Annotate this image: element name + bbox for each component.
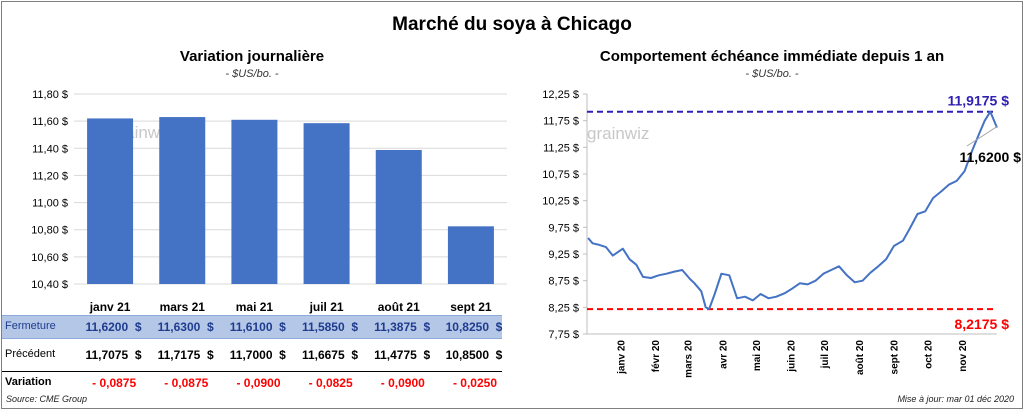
fermeture-row: Fermeture 11,6200 $11,6300 $11,6100 $11,5850… (2, 315, 502, 339)
line-ytick-label: 11,75 $ (543, 116, 579, 128)
table-cell: 11,3875 (374, 320, 417, 334)
bar-xtick-label: mars 21 (160, 300, 206, 314)
line-xtick-label: févr 20 (651, 340, 662, 373)
table-cell: - 0,0900 (236, 376, 281, 390)
line-xtick-label: janv 20 (616, 340, 627, 375)
currency-symbol: $ (495, 348, 503, 362)
row-label: Précédent (5, 348, 56, 360)
line-xtick-label: mars 20 (684, 340, 695, 378)
line-ytick-label: 9,75 $ (548, 222, 579, 234)
bar-ytick-label: 10,80 $ (31, 225, 68, 237)
line-ytick-label: 7,75 $ (548, 329, 579, 341)
table-cell: 11,5850 (301, 320, 345, 334)
bar (159, 117, 206, 284)
currency-symbol: $ (351, 320, 358, 334)
table-cell: - 0,0250 (452, 376, 497, 390)
high-label: 11,9175 $ (947, 93, 1009, 109)
bar (447, 226, 494, 284)
line-ytick-label: 11,25 $ (543, 142, 579, 154)
bar-ytick-label: 10,40 $ (31, 279, 68, 291)
table-cell: 11,4775 (374, 348, 417, 362)
table-cell: 11,6675 (301, 348, 345, 362)
bar-xtick-label: août 21 (378, 300, 420, 314)
table-cell: 11,7000 (229, 348, 273, 362)
bar-ytick-label: 10,60 $ (31, 252, 68, 264)
line-ytick-label: 8,25 $ (548, 302, 579, 314)
table-cell: 11,7175 (157, 348, 201, 362)
line-xtick-label: mai 20 (752, 340, 763, 372)
row-label: Variation (5, 376, 52, 388)
currency-symbol: $ (279, 320, 286, 334)
right-chart-title: Comportement échéance immédiate depuis 1… (599, 48, 945, 65)
bar-xtick-label: janv 21 (89, 300, 131, 314)
precedent-row: Précédent 11,7075 $11,7175 $11,7000 $11,6675… (2, 344, 502, 366)
line-xtick-label: sept 20 (890, 340, 901, 375)
bar-ytick-label: 11,00 $ (32, 198, 68, 210)
bar-xtick-label: juil 21 (309, 300, 344, 314)
table-cell: 10,8500 (445, 348, 489, 362)
line-ytick-label: 12,25 $ (542, 89, 579, 101)
table-cell: 11,6200 (85, 320, 129, 334)
table-cell: - 0,0825 (308, 376, 353, 390)
table-cell: 10,8250 (445, 320, 489, 334)
line-xtick-label: juin 20 (787, 340, 798, 373)
table-cell: - 0,0900 (380, 376, 425, 390)
line-xtick-label: oct 20 (923, 340, 934, 369)
line-xtick-label: avr 20 (718, 340, 729, 369)
currency-symbol: $ (206, 320, 214, 334)
bar-ytick-label: 11,40 $ (32, 143, 68, 155)
left-chart-subtitle: - $US/bo. - (225, 68, 279, 80)
variation-row: Variation - 0,0875 - 0,0875 - 0,0900 - 0,082… (2, 371, 502, 394)
currency-symbol: $ (423, 320, 431, 334)
line-watermark: grainwiz (587, 124, 649, 143)
table-cell: 11,6300 (157, 320, 201, 334)
bar-ytick-label: 11,80 $ (32, 89, 68, 101)
line-ytick-label: 8,75 $ (548, 276, 579, 288)
bar-ytick-label: 11,60 $ (32, 116, 68, 128)
currency-symbol: $ (206, 348, 214, 362)
currency-symbol: $ (351, 348, 358, 362)
bar-ytick-label: 11,20 $ (32, 170, 68, 182)
currency-symbol: $ (134, 348, 142, 362)
line-xtick-label: nov 20 (958, 340, 969, 372)
line-ytick-label: 10,75 $ (542, 169, 579, 181)
table-cell: 11,6100 (229, 320, 273, 334)
last-label-leader (966, 126, 998, 147)
last-label: 11,6200 $ (959, 149, 1021, 165)
currency-symbol: $ (423, 348, 431, 362)
left-chart-title: Variation journalière (179, 48, 325, 65)
line-ytick-label: 10,25 $ (542, 196, 579, 208)
bar (375, 149, 422, 284)
main-title: Marché du soya à Chicago (392, 14, 632, 35)
table-cell: - 0,0875 (92, 376, 137, 390)
bar (303, 123, 350, 284)
currency-symbol: $ (279, 348, 286, 362)
price-line (587, 110, 998, 311)
row-label: Fermeture (5, 320, 56, 332)
bar-xtick-label: mai 21 (236, 300, 274, 314)
bar (87, 118, 134, 284)
table-cell: 11,7075 (85, 348, 129, 362)
currency-symbol: $ (134, 320, 142, 334)
line-xtick-label: août 20 (855, 340, 866, 375)
right-chart-subtitle: - $US/bo. - (745, 68, 799, 80)
table-cell: - 0,0875 (164, 376, 209, 390)
bar (231, 119, 278, 285)
currency-symbol: $ (495, 320, 503, 334)
line-xtick-label: juil 20 (820, 340, 831, 370)
line-ytick-label: 9,25 $ (548, 249, 579, 261)
line-chart: 7,75 $ 8,25 $ 8,75 $ 9,25 $ 9,75 $ 10,25 $ 10,… (542, 89, 1021, 378)
bar-xtick-label: sept 21 (450, 300, 492, 314)
source-note: Source: CME Group (6, 394, 88, 404)
update-note: Mise à jour: mar 01 déc 2020 (897, 394, 1014, 404)
bar-chart: 10,40 $ 10,60 $ 10,80 $ 11,00 $ 11,20 $ 11,40… (31, 89, 507, 314)
low-label: 8,2175 $ (955, 316, 1010, 332)
